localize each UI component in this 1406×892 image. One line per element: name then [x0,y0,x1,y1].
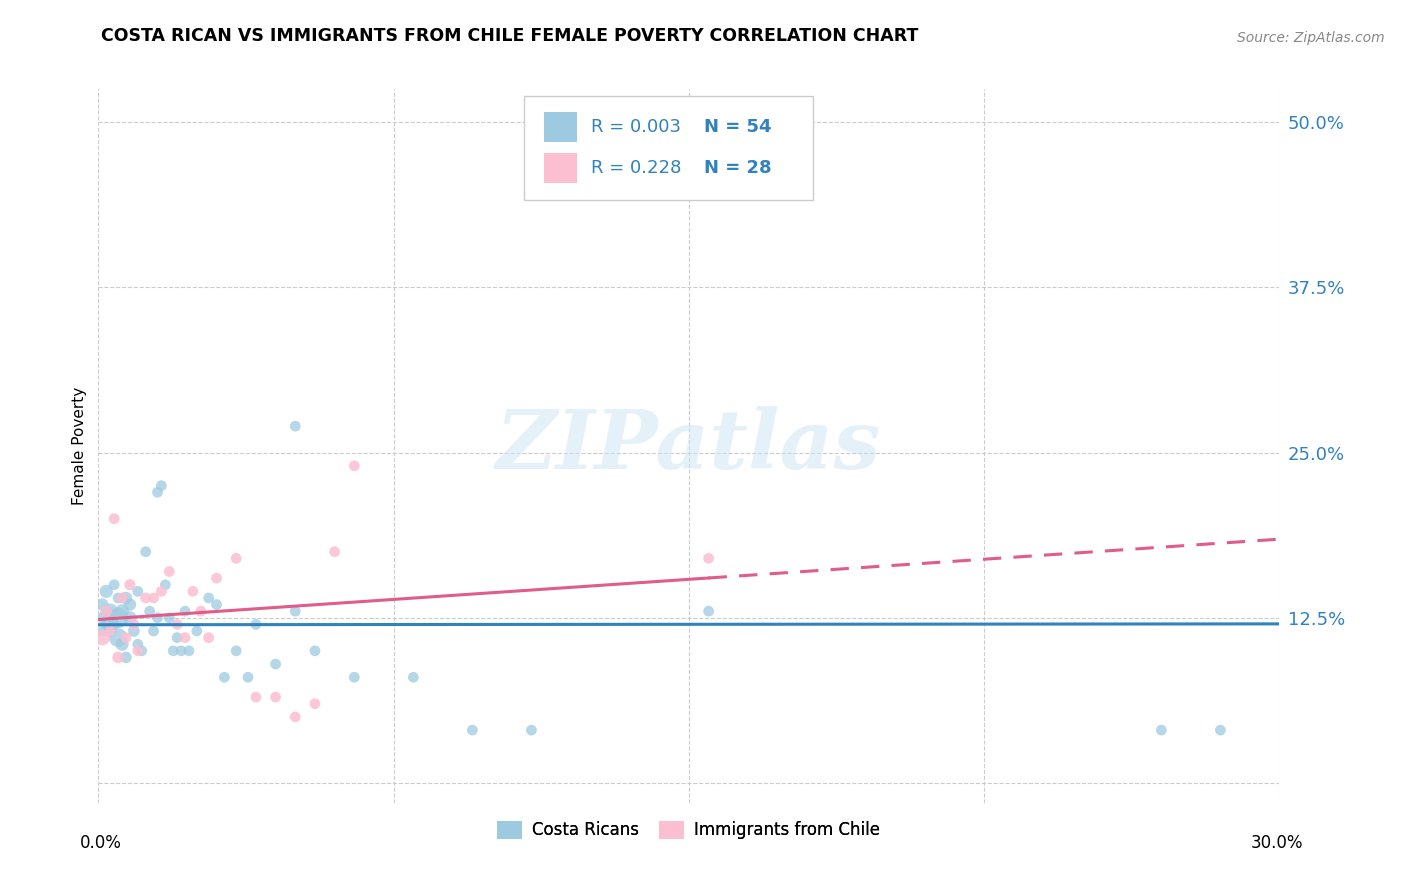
Point [107,611,129,625]
Point [205,571,228,585]
Point [264,657,287,671]
Point [225,644,247,658]
Point [1209,723,1232,738]
Point [245,617,267,632]
Y-axis label: Female Poverty: Female Poverty [72,387,87,505]
Point [122,624,145,638]
Point [142,624,165,638]
Point [118,611,141,625]
Point [138,604,160,618]
Point [135,545,157,559]
Point [96,604,118,618]
Point [697,551,720,566]
Text: ZIPatlas: ZIPatlas [496,406,882,486]
Point [111,604,134,618]
Point [157,565,180,579]
Point [284,710,307,724]
Point [166,631,188,645]
Point [157,611,180,625]
Point [304,644,326,658]
Point [205,598,228,612]
Point [236,670,259,684]
Point [323,545,346,559]
Point [197,591,219,605]
Point [118,598,141,612]
Point [166,617,188,632]
Point [142,591,165,605]
Point [177,644,200,658]
Point [115,631,138,645]
Text: N = 54: N = 54 [704,118,772,136]
Point [127,637,149,651]
Point [245,690,267,704]
Point [98,604,121,618]
Point [98,624,121,638]
Point [197,631,219,645]
FancyBboxPatch shape [544,112,576,142]
Point [155,578,177,592]
Point [91,624,114,638]
Point [127,584,149,599]
Point [103,511,125,525]
Point [118,578,141,592]
Point [96,584,118,599]
Point [103,578,125,592]
Point [96,604,118,618]
Point [131,644,153,658]
Point [122,617,145,632]
FancyBboxPatch shape [523,96,813,200]
Point [135,591,157,605]
Point [284,419,307,434]
Point [103,617,125,632]
Point [96,617,118,632]
Point [697,604,720,618]
Legend: Costa Ricans, Immigrants from Chile: Costa Ricans, Immigrants from Chile [491,814,887,846]
Point [402,670,425,684]
Point [98,624,121,638]
Point [304,697,326,711]
Point [284,604,307,618]
Point [107,631,129,645]
Point [343,458,366,473]
Point [107,591,129,605]
Point [107,650,129,665]
Text: Source: ZipAtlas.com: Source: ZipAtlas.com [1237,31,1385,45]
Point [127,644,149,658]
Text: R = 0.228: R = 0.228 [591,159,682,177]
Point [150,584,173,599]
Point [1150,723,1173,738]
Point [146,485,169,500]
Point [214,670,236,684]
Point [181,584,204,599]
Point [146,611,169,625]
Point [343,670,366,684]
Point [115,650,138,665]
Point [174,604,197,618]
FancyBboxPatch shape [544,153,576,183]
Point [225,551,247,566]
Point [91,631,114,645]
Text: 30.0%: 30.0% [1250,834,1303,852]
Point [520,723,543,738]
Point [115,591,138,605]
Point [111,591,134,605]
Point [190,604,212,618]
Point [174,631,197,645]
Point [264,690,287,704]
Text: COSTA RICAN VS IMMIGRANTS FROM CHILE FEMALE POVERTY CORRELATION CHART: COSTA RICAN VS IMMIGRANTS FROM CHILE FEM… [101,27,918,45]
Point [186,624,208,638]
Text: R = 0.003: R = 0.003 [591,118,681,136]
Point [150,478,173,492]
Text: 0.0%: 0.0% [80,834,122,852]
Point [162,644,184,658]
Point [91,598,114,612]
Point [111,637,134,651]
Point [91,611,114,625]
Point [461,723,484,738]
Text: N = 28: N = 28 [704,159,772,177]
Point [170,644,193,658]
